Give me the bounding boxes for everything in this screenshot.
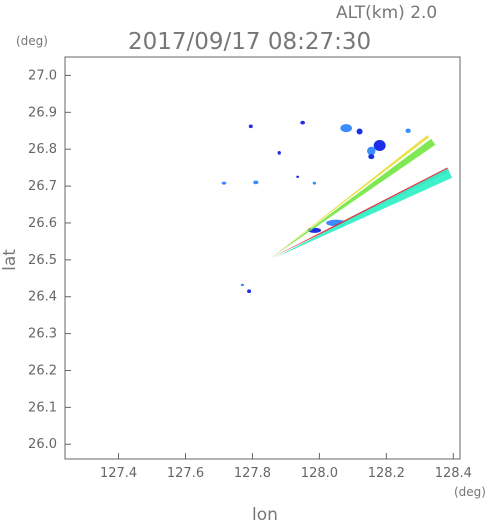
beam-layer xyxy=(270,135,453,258)
echo-cell xyxy=(405,128,411,133)
y-axis: 26.0 26.1 26.2 26.3 26.4 26.5 26.6 26.7 26.8 26.9… xyxy=(28,68,71,452)
y-tick-label: 26.6 xyxy=(28,216,57,231)
y-tick-label: 26.9 xyxy=(28,105,57,120)
echo-cell xyxy=(247,289,252,294)
echo-beam xyxy=(270,138,436,258)
x-tick-label: 128.2 xyxy=(368,466,405,481)
echo-cell xyxy=(367,146,376,156)
y-tick-label: 26.8 xyxy=(28,142,57,157)
y-tick-label: 26.2 xyxy=(28,363,57,378)
y-axis-unit: (deg) xyxy=(16,34,48,48)
echo-cell xyxy=(240,283,245,287)
echo-cell xyxy=(253,180,259,185)
x-tick-label: 127.4 xyxy=(100,466,137,481)
plot-frame xyxy=(64,56,461,460)
echo-cell xyxy=(248,124,253,129)
x-tick-label: 127.8 xyxy=(234,466,271,481)
echo-cell xyxy=(221,181,227,185)
x-axis-unit: (deg) xyxy=(454,485,486,499)
y-tick-label: 26.1 xyxy=(28,400,57,415)
x-axis: 127.4 127.6 127.8 128.0 128.2 128.4 xyxy=(100,453,472,481)
echo-cell xyxy=(277,151,281,155)
echo-cell xyxy=(300,120,306,125)
x-tick-label: 128.4 xyxy=(435,466,472,481)
y-tick-label: 26.4 xyxy=(28,290,57,305)
x-axis-label: lon xyxy=(252,505,278,521)
altitude-label: ALT(km) 2.0 xyxy=(336,3,437,23)
echo-layer xyxy=(221,120,411,294)
echo-cell xyxy=(340,124,353,133)
echo-beam xyxy=(270,167,450,258)
y-tick-label: 26.0 xyxy=(28,437,57,452)
echo-cell xyxy=(312,181,317,185)
x-tick-label: 127.6 xyxy=(167,466,204,481)
y-tick-label: 26.5 xyxy=(28,253,57,268)
y-tick-label: 27.0 xyxy=(28,68,57,83)
echo-cell xyxy=(368,153,375,160)
echo-beam xyxy=(270,135,430,258)
echo-beam xyxy=(274,168,453,258)
echo-cell xyxy=(296,175,299,179)
echo-cell xyxy=(356,128,363,135)
x-tick-label: 128.0 xyxy=(301,466,338,481)
y-tick-label: 26.7 xyxy=(28,179,57,194)
timestamp-title: 2017/09/17 08:27:30 xyxy=(128,29,371,55)
y-axis-label: lat xyxy=(0,249,20,271)
y-tick-label: 26.3 xyxy=(28,327,57,342)
echo-cell xyxy=(373,139,386,152)
